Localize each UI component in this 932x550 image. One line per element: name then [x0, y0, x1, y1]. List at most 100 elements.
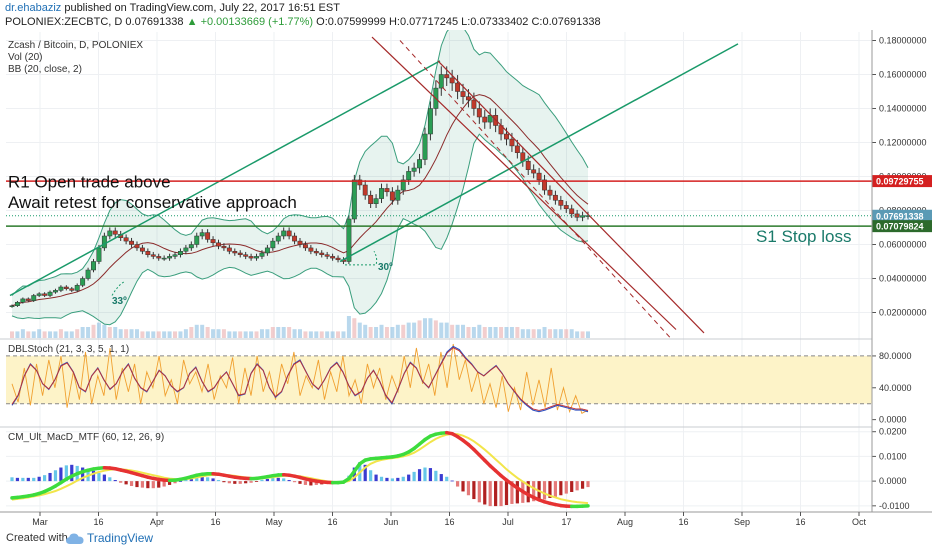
volume-bar [113, 327, 118, 338]
candle-body [31, 295, 37, 301]
macd-histogram-bar [21, 477, 25, 482]
candle-body [25, 298, 31, 301]
candle-body [536, 172, 542, 181]
chart-header: dr.ehabaziz published on TradingView.com… [0, 0, 932, 30]
macd-histogram-bar [564, 481, 568, 494]
created-with-label: Created with [6, 532, 68, 544]
volume-bar [390, 327, 395, 338]
candle-body [525, 160, 531, 170]
x-tick-label: 17 [561, 517, 571, 527]
candle-body [58, 286, 64, 291]
x-tick-label: Oct [852, 517, 867, 527]
candle-body [460, 91, 466, 97]
up-triangle-icon: ▲ [186, 16, 198, 28]
macd-histogram-bar [157, 481, 161, 488]
x-tick-label: 16 [444, 517, 454, 527]
x-tick-label: Aug [617, 517, 633, 527]
r1-annotation: R1 Open trade above [8, 173, 171, 192]
volume-bar [69, 331, 74, 338]
candle-body [346, 218, 352, 262]
candle-body [395, 189, 401, 201]
volume-bar [298, 329, 302, 338]
macd-histogram-bar [119, 481, 123, 483]
volume-bar [303, 331, 308, 338]
macd-histogram-bar [396, 477, 400, 482]
volume-bar [564, 329, 569, 338]
volume-bar [319, 331, 324, 338]
volume-bar [15, 331, 20, 338]
candle-body [112, 230, 118, 235]
candle-body [313, 251, 319, 254]
macd-histogram-bar [206, 477, 210, 482]
candle-body [330, 256, 336, 259]
x-tick-label: 16 [327, 517, 337, 527]
stoch-title: DBLStoch (21, 3, 3, 5, 1, 1) [8, 344, 129, 355]
macd-histogram-bar [15, 477, 20, 482]
volume-bar [363, 324, 368, 338]
candle-body [319, 252, 325, 255]
macd-histogram-bar [450, 480, 454, 482]
volume-bar [477, 324, 482, 338]
candle-body [542, 179, 547, 191]
candle-body [438, 74, 444, 89]
volume-bar [205, 327, 210, 338]
macd-histogram-bar [260, 480, 264, 482]
macd-histogram-bar [515, 481, 519, 504]
candle-body [552, 194, 558, 201]
candle-body [134, 244, 140, 249]
candle-body [466, 96, 471, 101]
volume-bar [42, 331, 47, 338]
volume-bar [384, 327, 389, 338]
candle-body [558, 200, 564, 206]
macd-histogram-bar [303, 481, 308, 485]
chart-canvas[interactable]: 0.18000000 0.16000000 0.14000000 0.12000000… [0, 30, 932, 528]
macd-histogram-bar [374, 474, 378, 482]
macd-histogram-bar [477, 481, 481, 503]
x-tick-label: May [265, 517, 283, 527]
y-tick-label: 40.0000 [879, 383, 912, 393]
macd-histogram-bar [423, 467, 427, 482]
candle-body [91, 261, 96, 271]
volume-bar [406, 322, 411, 338]
candle-body [259, 252, 265, 257]
macd-histogram-bar [211, 478, 215, 482]
volume-bar [58, 329, 63, 338]
macd-histogram-bar [254, 481, 259, 482]
macd-histogram-bar [553, 481, 557, 497]
resistance-price-label: 0.09729755 [876, 177, 924, 187]
macd-histogram-bar [32, 477, 36, 482]
candle-body [286, 230, 292, 237]
macd-title: CM_Ult_MacD_MTF (60, 12, 26, 9) [8, 432, 164, 443]
volume-bar [542, 327, 547, 338]
volume-bar [412, 322, 417, 338]
macd-histogram-bar [499, 481, 503, 507]
candle-body [297, 240, 303, 245]
x-tick-label: Jul [502, 517, 514, 527]
candle-body [406, 171, 412, 181]
tradingview-logo[interactable]: TradingView [66, 531, 153, 545]
candle-body [194, 235, 200, 245]
candle-body [188, 244, 194, 249]
candle-body [254, 256, 259, 259]
volume-bar [336, 331, 341, 338]
macd-histogram-bar [146, 481, 150, 489]
volume-bar [368, 327, 373, 338]
author-link[interactable]: dr.ehabaziz [5, 2, 62, 14]
macd-histogram-bar [428, 468, 433, 482]
volume-bar [466, 327, 471, 338]
macd-histogram-bar [53, 470, 58, 482]
candle-body [547, 189, 553, 196]
candle-body [123, 237, 129, 242]
volume-bar [346, 316, 351, 338]
volume-bar [444, 322, 449, 338]
macd-histogram-bar [401, 476, 405, 482]
macd-histogram-bar [575, 481, 579, 491]
y-tick-label: 0.18000000 [879, 36, 927, 46]
volume-bar [216, 329, 221, 338]
r1-subannotation: Await retest for conservative approach [8, 193, 297, 212]
macd-histogram-bar [439, 474, 443, 482]
macd-histogram-bar [238, 481, 242, 484]
candle-body [69, 288, 75, 291]
volume-bar [553, 329, 558, 338]
angle-label-1: 33º [112, 296, 127, 307]
